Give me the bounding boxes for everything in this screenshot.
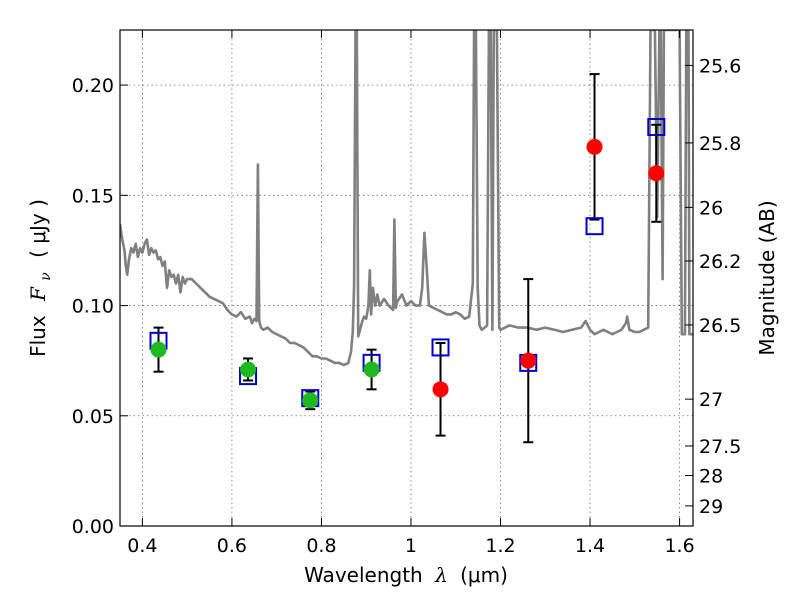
x-tick-label: 1.6 [664, 535, 694, 557]
observed-photometry-point [363, 361, 380, 378]
observed-photometry-point [150, 341, 167, 358]
y-tick-label: 0.15 [72, 185, 114, 207]
y2-axis-label: Magnitude (AB) [755, 200, 779, 355]
x-axis-label-prefix: Wavelength [304, 563, 423, 587]
y-tick-label: 0.20 [72, 75, 114, 97]
y2-tick-label: 27 [699, 389, 723, 411]
y2-ticks: 25.6 25.8 26 26.2 26.5 27 27.5 28 29 [685, 55, 741, 518]
y2-tick-label: 27.5 [699, 436, 741, 458]
y2-tick-label: 28 [699, 465, 723, 487]
y-tick-label: 0.05 [72, 406, 114, 428]
y-axis-label-symbol: F [26, 286, 50, 302]
model-photometry-square [647, 117, 666, 136]
y2-tick-label: 26.5 [699, 315, 741, 337]
observed-photometry-point [432, 381, 449, 398]
observed-photometry-point [302, 392, 319, 409]
model-photometry-square [585, 217, 604, 236]
observed-photometry-point [520, 352, 537, 369]
x-axis-label-unit: (μm) [460, 563, 508, 587]
y2-tick-label: 25.8 [699, 133, 741, 155]
y2-tick-label: 25.6 [699, 55, 741, 77]
model-spectrum-layer [120, 30, 693, 367]
x-tick-label: 1 [405, 535, 417, 557]
model-photometry-square [431, 338, 450, 357]
y-axis-label: Flux F ν ( μJy ) [26, 199, 55, 357]
x-tick-label: 0.6 [217, 535, 247, 557]
x-axis-label: Wavelength λ (μm) [304, 563, 508, 587]
plot-frame [119, 29, 694, 527]
model-spectrum-line [120, 30, 693, 367]
y2-tick-label: 29 [699, 496, 723, 518]
x-tick-label: 1.4 [575, 535, 605, 557]
y-tick-label: 0.00 [72, 516, 114, 538]
y2-tick-label: 26.2 [699, 251, 741, 273]
observed-photometry-point [648, 165, 665, 182]
observed-photometry-point [586, 138, 603, 155]
x-tick-label: 0.8 [306, 535, 336, 557]
y2-tick-label: 26 [699, 197, 723, 219]
x-ticks: 0.4 0.6 0.8 1 1.2 1.4 1.6 [127, 30, 695, 557]
x-tick-label: 1.2 [485, 535, 515, 557]
marker-layer [149, 117, 666, 409]
x-tick-label: 0.4 [127, 535, 157, 557]
x-axis-label-symbol: λ [434, 563, 448, 587]
y-ticks: 0.00 0.05 0.10 0.15 0.20 [72, 75, 128, 538]
y-axis-label-prefix: Flux [26, 315, 50, 357]
observed-photometry-point [240, 361, 257, 378]
y-tick-label: 0.10 [72, 296, 114, 318]
errorbar-layer [153, 73, 662, 444]
grid [120, 30, 693, 527]
y-axis-label-subscript: ν [38, 272, 54, 281]
y-axis-label-unit: ( μJy ) [26, 199, 50, 258]
